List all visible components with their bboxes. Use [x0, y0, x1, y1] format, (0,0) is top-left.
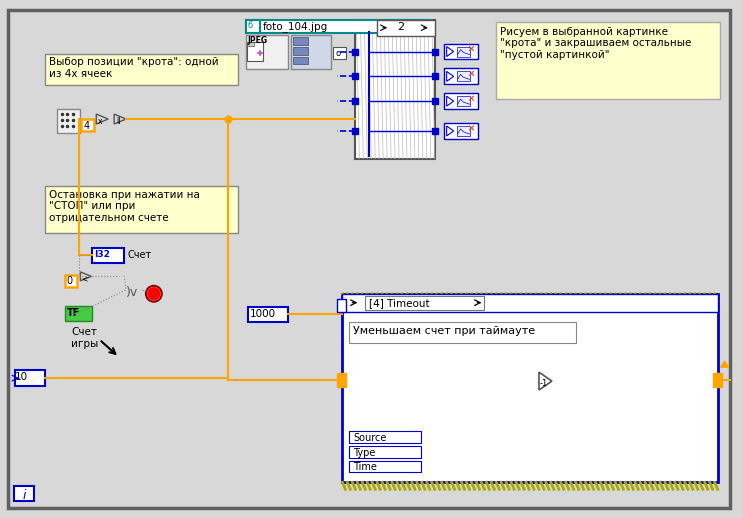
Bar — [457, 126, 470, 136]
Bar — [293, 37, 308, 45]
Bar — [56, 109, 80, 133]
Bar — [457, 47, 470, 56]
Bar — [45, 185, 239, 233]
Text: Счет
игры: Счет игры — [71, 327, 99, 349]
Bar — [246, 35, 288, 69]
Text: TF: TF — [67, 308, 80, 318]
Text: Type: Type — [354, 448, 376, 457]
Bar — [457, 71, 470, 81]
Bar — [444, 68, 478, 84]
Bar — [65, 275, 77, 287]
Text: Уменьшаем счет при таймауте: Уменьшаем счет при таймауте — [354, 325, 536, 336]
Text: [4] Timeout: [4] Timeout — [369, 298, 430, 308]
Bar — [291, 35, 331, 69]
Text: 4: 4 — [83, 121, 89, 131]
Text: Выбор позиции "крота": одной
из 4х ячеек: Выбор позиции "крота": одной из 4х ячеек — [48, 57, 218, 79]
Bar — [45, 53, 239, 85]
Text: 2: 2 — [398, 22, 405, 32]
Bar — [293, 47, 308, 54]
Text: i: i — [22, 490, 25, 502]
Circle shape — [148, 288, 160, 300]
Text: -1: -1 — [540, 379, 548, 387]
Bar — [293, 56, 308, 64]
Bar — [343, 294, 718, 482]
Text: I32: I32 — [94, 250, 110, 258]
Bar — [337, 299, 346, 312]
Text: Рисуем в выбранной картинке
"крота" и закрашиваем остальные
"пустой картинкой": Рисуем в выбранной картинке "крота" и за… — [500, 27, 692, 60]
Bar — [92, 248, 124, 263]
Bar — [333, 47, 346, 60]
Bar — [496, 22, 720, 99]
Text: x: x — [98, 117, 103, 126]
Text: <: < — [81, 275, 88, 283]
Text: Source: Source — [354, 433, 387, 443]
Bar — [82, 119, 94, 131]
Bar — [355, 20, 435, 159]
Bar — [337, 373, 346, 387]
Bar — [349, 445, 421, 457]
Bar — [247, 41, 263, 62]
Bar — [14, 486, 33, 501]
Text: о: о — [336, 49, 340, 57]
Text: 10: 10 — [16, 372, 28, 382]
Bar — [457, 96, 470, 106]
Text: Счет: Счет — [127, 250, 152, 260]
Bar — [246, 20, 260, 33]
Bar — [713, 373, 721, 387]
Bar — [65, 306, 92, 321]
Bar — [366, 296, 484, 310]
Bar — [343, 294, 718, 312]
Bar — [247, 41, 254, 46]
Text: JPEG: JPEG — [247, 36, 267, 45]
Bar — [248, 307, 288, 322]
Bar — [377, 20, 435, 36]
Text: Time: Time — [354, 463, 377, 472]
Text: б: б — [247, 21, 253, 30]
Bar — [343, 294, 718, 300]
Bar — [349, 461, 421, 472]
Bar — [444, 44, 478, 60]
Text: )v: )v — [126, 286, 138, 299]
Bar — [444, 93, 478, 109]
Text: foto_104.jpg: foto_104.jpg — [263, 21, 328, 32]
Text: 1000: 1000 — [250, 309, 276, 319]
Bar — [444, 123, 478, 139]
Polygon shape — [721, 361, 729, 367]
Text: 0: 0 — [67, 277, 73, 286]
Bar — [349, 322, 576, 343]
Text: II: II — [116, 117, 120, 126]
Bar — [349, 431, 421, 443]
Text: Остановка при нажатии на
"СТОП" или при
отрицательном счете: Остановка при нажатии на "СТОП" или при … — [48, 190, 200, 223]
Bar — [246, 20, 429, 33]
Bar — [15, 370, 45, 386]
